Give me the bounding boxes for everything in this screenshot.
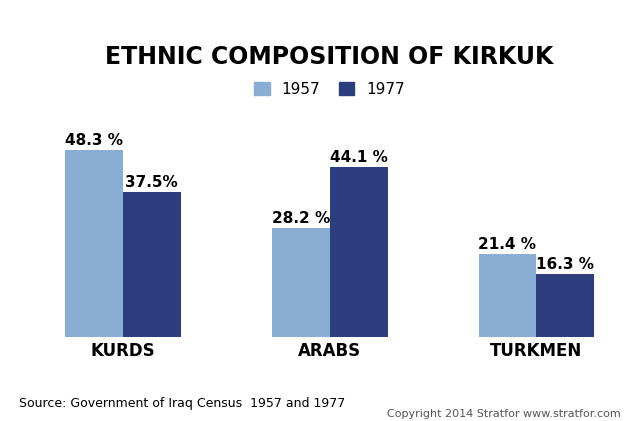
Bar [536, 274, 595, 337]
Text: 16.3 %: 16.3 % [536, 257, 595, 272]
Bar [272, 228, 330, 337]
Text: 44.1 %: 44.1 % [330, 150, 387, 165]
Title: ETHNIC COMPOSITION OF KIRKUK: ETHNIC COMPOSITION OF KIRKUK [106, 45, 554, 69]
Text: 28.2 %: 28.2 % [271, 211, 330, 226]
Bar [479, 254, 536, 337]
Text: Source: Government of Iraq Census  1957 and 1977: Source: Government of Iraq Census 1957 a… [19, 397, 346, 410]
Text: 37.5%: 37.5% [125, 175, 178, 190]
Bar [123, 192, 180, 337]
Bar [330, 167, 387, 337]
Text: Copyright 2014 Stratfor www.stratfor.com: Copyright 2014 Stratfor www.stratfor.com [387, 409, 621, 419]
Text: 21.4 %: 21.4 % [479, 237, 536, 252]
Bar [65, 150, 123, 337]
Legend: 1957, 1977: 1957, 1977 [248, 76, 411, 103]
Text: 48.3 %: 48.3 % [65, 133, 123, 149]
